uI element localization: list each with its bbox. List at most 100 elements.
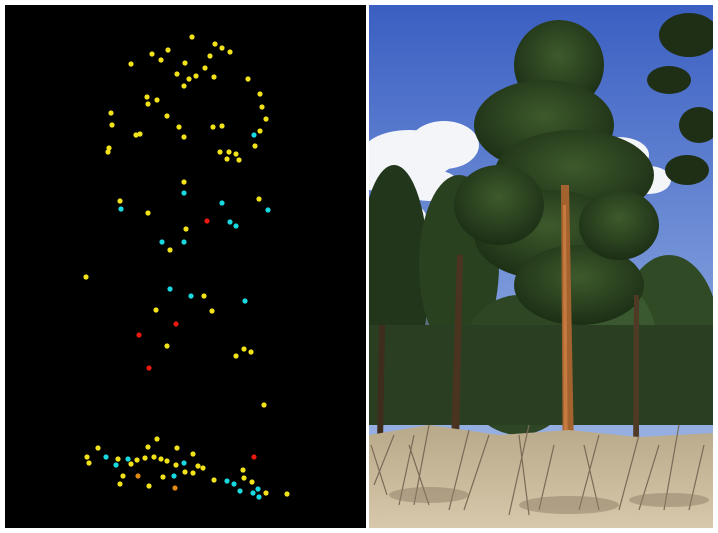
dead-shrubs (370, 424, 705, 516)
keypoint-yellow (200, 465, 206, 471)
keypoint-yellow (158, 57, 164, 63)
keypoint-cyan (125, 456, 131, 462)
keypoint-cyan (181, 239, 187, 245)
keypoint-yellow (176, 124, 182, 130)
keypoint-yellow (106, 145, 112, 151)
keypoint-yellow (227, 49, 233, 55)
keypoint-yellow (174, 445, 180, 451)
keypoint-cyan (171, 473, 177, 479)
main-tree-foliage (454, 20, 659, 325)
keypoint-yellow (207, 53, 213, 59)
keypoint-red (146, 365, 152, 371)
keypoint-yellow (133, 132, 139, 138)
keypoint-yellow (158, 456, 164, 462)
keypoint-yellow (193, 73, 199, 79)
keypoint-yellow (263, 490, 269, 496)
ground (369, 425, 713, 528)
keypoint-cyan (188, 293, 194, 299)
keypoint-cyan (113, 462, 119, 468)
keypoint-yellow (95, 445, 101, 451)
keypoint-yellow (249, 479, 255, 485)
keypoint-yellow (261, 402, 267, 408)
keypoint-yellow (190, 470, 196, 476)
tree-trunks (377, 185, 639, 505)
corner-pine-branches (647, 13, 713, 185)
keypoint-yellow (167, 247, 173, 253)
keypoint-yellow (173, 462, 179, 468)
keypoint-yellow (115, 456, 121, 462)
keypoint-yellow (226, 149, 232, 155)
keypoint-yellow (174, 71, 180, 77)
keypoint-yellow (181, 83, 187, 89)
keypoint-cyan (255, 486, 261, 492)
keypoint-yellow (284, 491, 290, 497)
keypoint-yellow (245, 76, 251, 82)
keypoint-yellow (181, 179, 187, 185)
keypoint-cyan (237, 488, 243, 494)
keypoint-yellow (154, 436, 160, 442)
keypoint-yellow (134, 457, 140, 463)
keypoint-scatter-svg (83, 34, 290, 500)
keypoint-red (173, 321, 179, 327)
keypoint-yellow (233, 353, 239, 359)
keypoint-cyan (181, 190, 187, 196)
keypoint-cyan (250, 490, 256, 496)
keypoint-yellow (190, 451, 196, 457)
keypoint-yellow (165, 47, 171, 53)
keypoint-yellow (217, 149, 223, 155)
keypoint-yellow (145, 210, 151, 216)
keypoint-yellow (248, 349, 254, 355)
keypoint-yellow (164, 458, 170, 464)
keypoint-cyan (167, 286, 173, 292)
keypoint-yellow (164, 113, 170, 119)
keypoint-yellow (182, 60, 188, 66)
keypoint-yellow (219, 123, 225, 129)
keypoint-yellow (241, 475, 247, 481)
keypoint-yellow (145, 444, 151, 450)
keypoint-yellow (201, 293, 207, 299)
keypoint-yellow (84, 454, 90, 460)
keypoint-yellow (257, 91, 263, 97)
keypoint-yellow (212, 41, 218, 47)
keypoint-red (251, 454, 257, 460)
keypoint-yellow (142, 455, 148, 461)
keypoint-yellow (211, 477, 217, 483)
keypoint-yellow (211, 74, 217, 80)
keypoint-cyan (233, 223, 239, 229)
keypoint-cyan (242, 298, 248, 304)
keypoint-yellow (153, 307, 159, 313)
keypoint-yellow (236, 157, 242, 163)
keypoint-yellow (182, 469, 188, 475)
keypoint-yellow (263, 116, 269, 122)
keypoint-red (204, 218, 210, 224)
keypoint-cyan (159, 239, 165, 245)
keypoint-yellow (146, 483, 152, 489)
keypoint-yellow (210, 124, 216, 130)
keypoint-yellow (105, 149, 111, 155)
keypoint-yellow (209, 308, 215, 314)
keypoint-yellow (240, 467, 246, 473)
ground-shadows (389, 487, 709, 514)
keypoint-cyan (219, 200, 225, 206)
keypoint-yellow (160, 474, 166, 480)
keypoint-yellow (195, 463, 201, 469)
keypoint-red (136, 332, 142, 338)
photo-svg (369, 5, 713, 528)
keypoint-orange (172, 485, 178, 491)
pine-tree-photo (369, 5, 713, 528)
keypoint-yellow (144, 94, 150, 100)
keypoint-cyan (224, 478, 230, 484)
keypoint-cyan (231, 481, 237, 487)
keypoint-yellow (137, 131, 143, 137)
keypoint-yellow (189, 34, 195, 40)
keypoint-yellow (259, 104, 265, 110)
keypoint-cyan (181, 460, 187, 466)
keypoint-cyan (265, 207, 271, 213)
keypoint-yellow (86, 460, 92, 466)
keypoint-cyan (227, 219, 233, 225)
keypoint-orange (135, 473, 141, 479)
keypoint-yellow (164, 343, 170, 349)
keypoint-yellow (151, 454, 157, 460)
keypoint-cyan (251, 132, 257, 138)
